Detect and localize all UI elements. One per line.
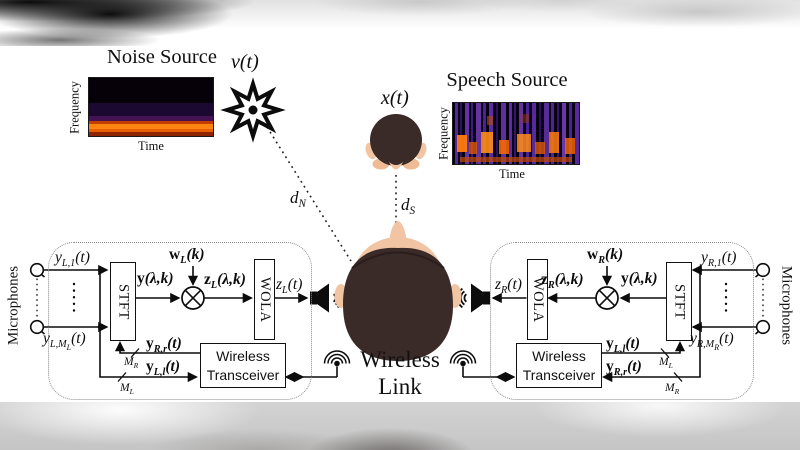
- top-blur-band: [0, 0, 800, 46]
- left-microphones-label: Microphones: [5, 265, 22, 346]
- noise-signal-label: v(t): [231, 51, 259, 73]
- right-mic-top-label: yR,1(t): [701, 249, 737, 270]
- speech-spectrogram: [452, 102, 580, 170]
- left-received-width-label: MR: [124, 356, 139, 371]
- left-transmitted-signal-label: yL,l(t): [146, 358, 181, 379]
- microphone-icon: [29, 262, 46, 335]
- right-transmitted-width-label: MR: [665, 382, 680, 397]
- speech-source-head: [365, 114, 427, 170]
- left-mic-top-label: yL,1(t): [55, 249, 90, 270]
- left-wola-box: WOLA: [254, 259, 275, 340]
- speech-signal-label: x(t): [381, 87, 409, 109]
- left-device-boundary: [48, 242, 312, 400]
- left-mic-bottom-label: yL,ML(t): [43, 330, 86, 353]
- speech-xlabel: Time: [499, 167, 525, 181]
- noise-ylabel: Frequency: [67, 81, 82, 134]
- left-output-signal-label: zL(t): [276, 276, 303, 297]
- noise-source-title: Noise Source: [107, 46, 217, 68]
- noise-xlabel: Time: [138, 139, 164, 153]
- speech-ylabel: Frequency: [436, 107, 451, 160]
- right-received-width-label: ML: [659, 356, 673, 371]
- speaker-icon: [310, 283, 344, 313]
- left-transmitted-width-label: ML: [120, 382, 134, 397]
- right-received-signal-label: yL,l(t): [606, 335, 641, 356]
- speech-distance-label: dS: [401, 195, 416, 218]
- right-wola-box: WOLA: [527, 259, 548, 340]
- noise-distance-label: dN: [290, 188, 306, 211]
- left-transceiver-box: Wireless Transceiver: [200, 343, 286, 388]
- speech-source-title: Speech Source: [446, 69, 568, 91]
- left-stft-output-label: y(λ,k): [137, 270, 174, 287]
- right-device-boundary: [490, 242, 754, 400]
- right-transmitted-signal-label: yR,r(t): [606, 358, 642, 379]
- right-mic-bottom-label: yR,MR(t): [690, 330, 734, 353]
- wireless-link-label: Wireless Link: [360, 347, 440, 399]
- right-transceiver-box: Wireless Transceiver: [516, 343, 602, 388]
- noise-path-dotted-line: [266, 126, 352, 262]
- noise-spectrogram: [88, 77, 214, 142]
- right-microphones-label: Microphones: [778, 265, 795, 346]
- left-stft-box: STFT: [110, 262, 136, 341]
- bottom-blur-band: [0, 402, 800, 450]
- noise-star-icon: [220, 77, 286, 143]
- left-received-signal-label: yR,r(t): [146, 335, 182, 356]
- listener-head: [334, 221, 462, 361]
- right-output-signal-label: zR(t): [495, 276, 522, 297]
- right-stft-output-label: y(λ,k): [621, 270, 658, 287]
- left-filter-label: wL(k): [169, 246, 205, 267]
- right-stft-box: STFT: [666, 262, 692, 341]
- left-filtered-output-label: zL(λ,k): [204, 271, 246, 292]
- right-filter-label: wR(k): [587, 246, 624, 267]
- right-filtered-output-label: zR(λ,k): [541, 271, 584, 292]
